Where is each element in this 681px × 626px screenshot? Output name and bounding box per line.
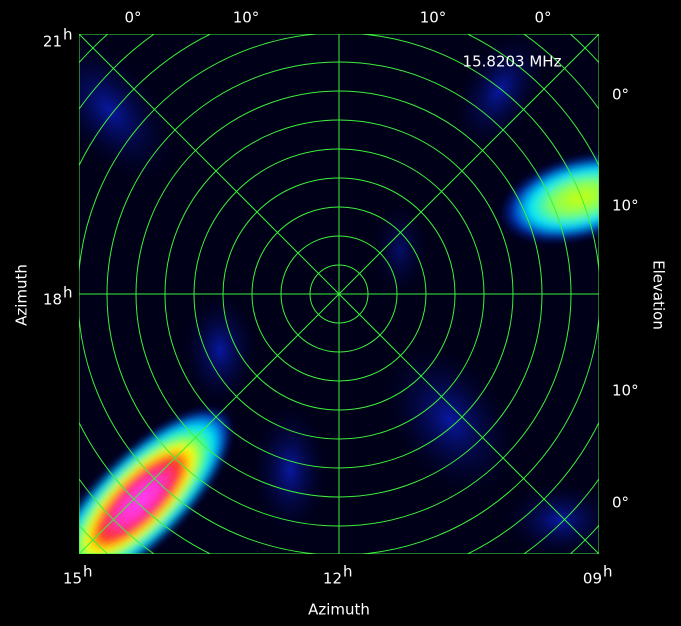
top-tick: 10° — [420, 9, 447, 27]
x-axis-label: Azimuth — [308, 601, 370, 619]
left-tick-sup: h — [63, 284, 73, 302]
right-tick: 10° — [612, 197, 639, 215]
right-tick: 0° — [612, 86, 629, 104]
frequency-label: 15.8203 MHz — [463, 53, 562, 71]
top-tick: 0° — [534, 9, 551, 27]
top-tick: 0° — [124, 9, 141, 27]
y-axis-label: Azimuth — [13, 264, 31, 326]
bottom-tick: 15 — [63, 570, 82, 588]
right-tick: 10° — [612, 382, 639, 400]
top-tick: 10° — [233, 9, 260, 27]
right-tick: 0° — [612, 494, 629, 512]
bottom-tick: 09 — [583, 570, 602, 588]
bottom-tick-sup: h — [83, 563, 93, 581]
left-tick-sup: h — [63, 26, 73, 44]
y2-axis-label: Elevation — [650, 260, 668, 330]
left-tick: 18 — [43, 291, 62, 309]
bottom-tick-sup: h — [343, 563, 353, 581]
bottom-tick-sup: h — [603, 563, 613, 581]
left-tick: 21 — [43, 33, 62, 51]
bottom-tick: 12 — [323, 570, 342, 588]
